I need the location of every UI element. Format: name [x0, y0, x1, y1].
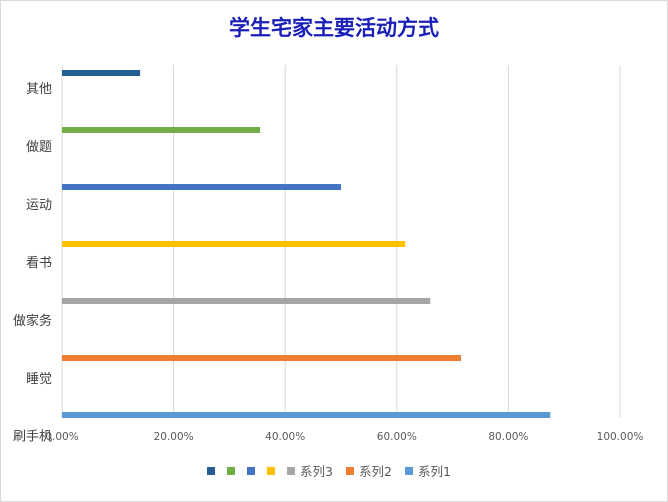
y-tick-label: 其他	[26, 82, 52, 97]
y-tick-label: 运动	[26, 198, 52, 213]
bar	[62, 127, 261, 133]
legend-label: 系列3	[300, 464, 333, 479]
y-tick-label: 看书	[26, 255, 52, 271]
x-tick-label: 60.00%	[377, 431, 417, 443]
x-tick-label: 0.00%	[45, 431, 78, 443]
legend-swatch	[267, 467, 275, 475]
legend-swatch	[287, 467, 295, 475]
bar	[62, 70, 141, 76]
y-tick-label: 睡觉	[26, 372, 52, 387]
legend-swatch	[207, 467, 215, 475]
bar	[62, 241, 406, 247]
bar	[62, 412, 551, 418]
legend-label: 系列2	[359, 464, 392, 479]
legend-swatch	[346, 467, 354, 475]
x-tick-label: 80.00%	[488, 431, 528, 443]
legend-swatch	[247, 467, 255, 475]
y-tick-label: 刷手机	[13, 430, 52, 445]
legend-swatch	[405, 467, 413, 475]
legend-swatch	[227, 467, 235, 475]
y-tick-label: 做家务	[13, 313, 52, 329]
legend-label: 系列1	[418, 464, 451, 479]
y-tick-label: 做题	[26, 140, 52, 155]
bar	[62, 355, 461, 361]
bar	[62, 298, 431, 304]
x-tick-label: 40.00%	[265, 431, 305, 443]
bar	[62, 184, 341, 190]
x-tick-label: 20.00%	[154, 431, 194, 443]
x-tick-label: 100.00%	[597, 431, 644, 443]
chart-title: 学生宅家主要活动方式	[229, 15, 439, 40]
